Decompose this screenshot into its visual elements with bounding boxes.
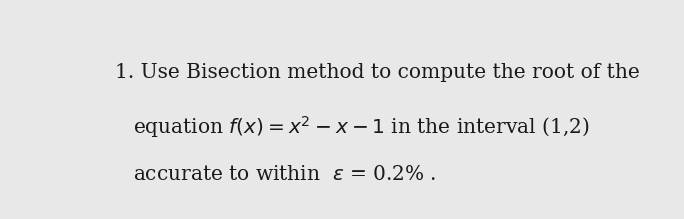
Text: 1. Use Bisection method to compute the root of the: 1. Use Bisection method to compute the r… bbox=[115, 63, 640, 82]
Text: accurate to within  $\varepsilon$ = 0.2% .: accurate to within $\varepsilon$ = 0.2% … bbox=[133, 164, 436, 184]
Text: equation $f(x) = x^2 - x - 1$ in the interval (1,2): equation $f(x) = x^2 - x - 1$ in the int… bbox=[133, 114, 590, 140]
